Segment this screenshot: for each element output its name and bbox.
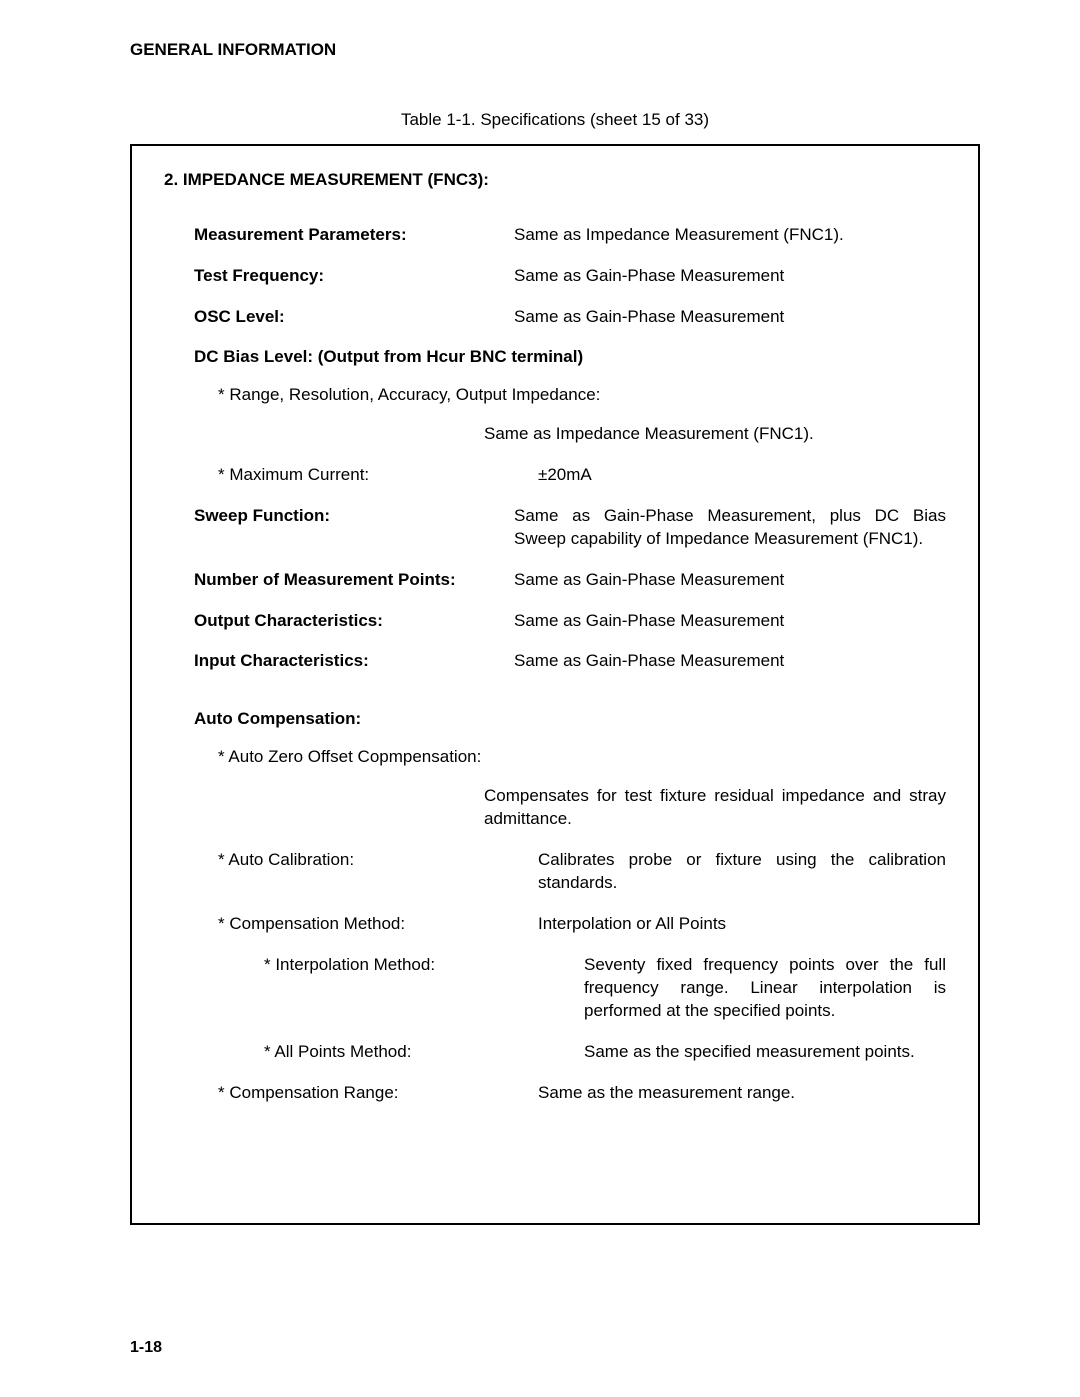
document-page: GENERAL INFORMATION Table 1-1. Specifica…: [0, 0, 1080, 1397]
spec-label: Input Characteristics:: [164, 650, 514, 673]
spec-label: * Range, Resolution, Accuracy, Output Im…: [164, 385, 946, 405]
spec-label: * All Points Method:: [164, 1041, 584, 1064]
spec-row: * Auto Zero Offset Copmpensation: Compen…: [164, 747, 946, 831]
spec-row: * Interpolation Method: Seventy fixed fr…: [164, 954, 946, 1023]
section-title: 2. IMPEDANCE MEASUREMENT (FNC3):: [164, 170, 946, 190]
spec-label: * Compensation Method:: [164, 913, 538, 936]
page-header: GENERAL INFORMATION: [130, 40, 980, 60]
spec-value: Same as Gain-Phase Measurement: [514, 265, 946, 288]
spec-label: OSC Level:: [164, 306, 514, 329]
spec-row: Measurement Parameters: Same as Impedanc…: [164, 224, 946, 247]
spec-value: Same as Gain-Phase Measurement: [514, 610, 946, 633]
spec-value: Same as Gain-Phase Measurement, plus DC …: [514, 505, 946, 551]
spec-label: Test Frequency:: [164, 265, 514, 288]
spec-label: Sweep Function:: [164, 505, 514, 551]
spec-row: * Auto Calibration: Calibrates probe or …: [164, 849, 946, 895]
spec-value: Same as Impedance Measurement (FNC1).: [514, 224, 946, 247]
spec-value: Compensates for test fixture residual im…: [484, 785, 946, 831]
page-number: 1-18: [130, 1339, 162, 1357]
spec-label: Number of Measurement Points:: [164, 569, 514, 592]
spec-row: * Range, Resolution, Accuracy, Output Im…: [164, 385, 946, 446]
spec-row: Test Frequency: Same as Gain-Phase Measu…: [164, 265, 946, 288]
spec-label: Measurement Parameters:: [164, 224, 514, 247]
spec-value: ±20mA: [538, 464, 946, 487]
spec-value: Same as the specified measurement points…: [584, 1041, 946, 1064]
spec-row: Number of Measurement Points: Same as Ga…: [164, 569, 946, 592]
spec-row: * Maximum Current: ±20mA: [164, 464, 946, 487]
auto-comp-header: Auto Compensation:: [164, 709, 946, 729]
spec-row: * Compensation Range: Same as the measur…: [164, 1082, 946, 1105]
spec-value: Same as Impedance Measurement (FNC1).: [484, 423, 946, 446]
spec-value: Interpolation or All Points: [538, 913, 946, 936]
spec-label: Output Characteristics:: [164, 610, 514, 633]
spec-row: OSC Level: Same as Gain-Phase Measuremen…: [164, 306, 946, 329]
spec-value: Same as Gain-Phase Measurement: [514, 306, 946, 329]
spec-label: * Auto Zero Offset Copmpensation:: [164, 747, 946, 767]
spec-value: Same as Gain-Phase Measurement: [514, 650, 946, 673]
spec-value: Calibrates probe or fixture using the ca…: [538, 849, 946, 895]
spec-row: Sweep Function: Same as Gain-Phase Measu…: [164, 505, 946, 551]
dc-bias-header: DC Bias Level: (Output from Hcur BNC ter…: [164, 347, 946, 367]
spec-row: Output Characteristics: Same as Gain-Pha…: [164, 610, 946, 633]
spec-label: * Auto Calibration:: [164, 849, 538, 895]
spec-row: * All Points Method: Same as the specifi…: [164, 1041, 946, 1064]
specifications-box: 2. IMPEDANCE MEASUREMENT (FNC3): Measure…: [130, 144, 980, 1225]
spec-value: Same as the measurement range.: [538, 1082, 946, 1105]
table-caption: Table 1-1. Specifications (sheet 15 of 3…: [130, 110, 980, 130]
spec-label: * Compensation Range:: [164, 1082, 538, 1105]
spec-value: Seventy fixed frequency points over the …: [584, 954, 946, 1023]
spec-value: Same as Gain-Phase Measurement: [514, 569, 946, 592]
spec-row: Input Characteristics: Same as Gain-Phas…: [164, 650, 946, 673]
spec-label: * Maximum Current:: [164, 464, 538, 487]
spec-row: * Compensation Method: Interpolation or …: [164, 913, 946, 936]
spec-label: * Interpolation Method:: [164, 954, 584, 1023]
